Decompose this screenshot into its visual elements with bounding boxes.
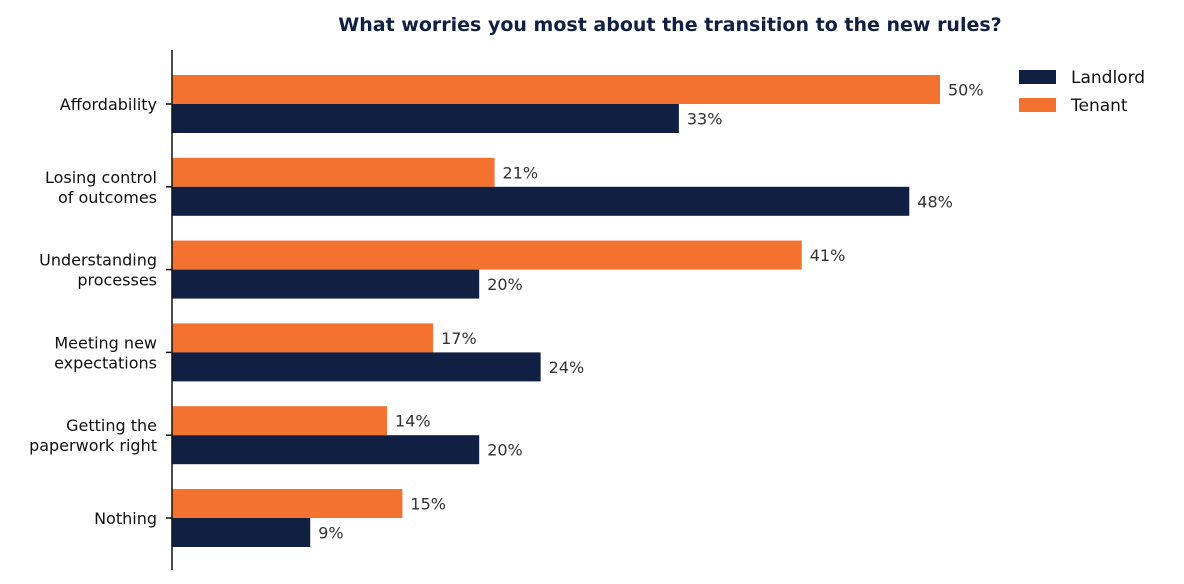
bar-tenant [172,75,940,104]
value-label-tenant: 21% [503,163,539,182]
y-tick-label: Nothing [94,509,157,528]
value-label-tenant: 41% [810,246,846,265]
bar-tenant [172,323,434,353]
legend-swatch-landlord [1019,70,1056,84]
legend-label-landlord: Landlord [1071,68,1145,88]
bar-landlord [172,269,480,299]
value-labels-group: 50% 33% 21% 48% 41% 20% 17% 24% 14% 20% 15% 9% [318,81,983,543]
value-label-tenant: 15% [410,495,446,514]
chart-title: What worries you most about the transiti… [338,14,1001,36]
bar-tenant [172,157,495,187]
y-tick-label: Affordability [60,95,157,114]
y-tick-label: Getting the paperwork right [29,416,157,455]
bar-landlord [172,352,541,382]
value-label-landlord: 24% [549,358,585,377]
y-tick-label: Understanding processes [39,251,157,290]
bar-landlord [172,186,910,216]
bars-group [172,75,940,547]
y-axis: Affordability Losing control of outcomes Un… [29,50,173,570]
legend-label-tenant: Tenant [1070,96,1128,116]
bar-tenant [172,406,388,436]
value-label-landlord: 48% [917,192,953,211]
value-label-tenant: 17% [441,329,477,348]
bar-landlord [172,104,679,133]
value-label-tenant: 50% [948,81,984,100]
value-label-landlord: 20% [487,441,523,460]
bar-tenant [172,240,802,270]
value-label-landlord: 20% [487,275,523,294]
value-label-landlord: 33% [687,110,723,129]
bar-tenant [172,489,403,518]
value-label-tenant: 14% [395,412,431,431]
y-tick-label: Meeting new expectations [54,333,157,372]
y-tick-label: Losing control of outcomes [45,168,157,207]
bar-landlord [172,435,480,465]
legend-swatch-tenant [1019,98,1056,112]
bar-landlord [172,518,311,547]
value-label-landlord: 9% [318,524,343,543]
legend: Landlord Tenant [1019,68,1145,116]
